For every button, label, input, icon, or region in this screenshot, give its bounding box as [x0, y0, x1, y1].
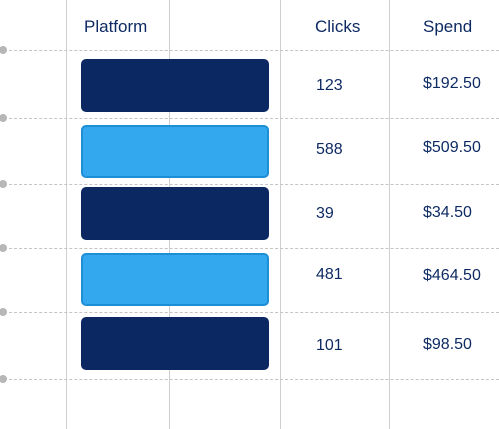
platform-swatch[interactable] — [81, 125, 269, 178]
column-divider — [66, 0, 67, 429]
spend-cell: $509.50 — [423, 139, 481, 156]
column-divider — [280, 0, 281, 429]
row-separator — [0, 308, 499, 316]
row-separator — [0, 180, 499, 188]
clicks-cell: 39 — [316, 205, 334, 222]
spend-cell: $464.50 — [423, 267, 481, 284]
row-separator — [0, 375, 499, 383]
row-handle-icon[interactable] — [0, 180, 7, 188]
column-divider — [389, 0, 390, 429]
spend-cell: $192.50 — [423, 75, 481, 92]
column-header-clicks[interactable]: Clicks — [315, 17, 361, 36]
clicks-cell: 588 — [316, 141, 343, 158]
row-separator — [0, 46, 499, 54]
column-header-spend[interactable]: Spend — [423, 17, 473, 36]
row-handle-icon[interactable] — [0, 244, 7, 252]
clicks-cell: 481 — [316, 266, 343, 283]
row-handle-icon[interactable] — [0, 308, 7, 316]
row-handle-icon[interactable] — [0, 114, 7, 122]
row-handle-icon[interactable] — [0, 375, 7, 383]
clicks-cell: 123 — [316, 77, 343, 94]
platform-swatch[interactable] — [81, 59, 269, 112]
spend-cell: $98.50 — [423, 336, 472, 353]
platform-swatch[interactable] — [81, 253, 269, 306]
row-separator — [0, 114, 499, 122]
row-separator — [0, 244, 499, 252]
platform-swatch[interactable] — [81, 187, 269, 240]
clicks-cell: 101 — [316, 337, 343, 354]
column-header-platform[interactable]: Platform — [84, 17, 148, 36]
row-handle-icon[interactable] — [0, 46, 7, 54]
platform-swatch[interactable] — [81, 317, 269, 370]
spend-cell: $34.50 — [423, 204, 472, 221]
